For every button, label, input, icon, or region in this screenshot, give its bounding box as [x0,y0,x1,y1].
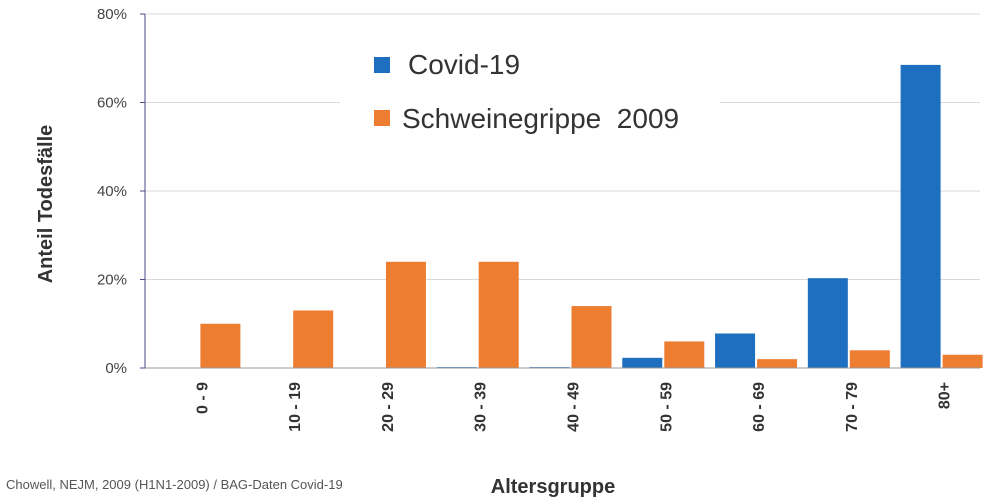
y-tick-label: 40% [97,183,127,200]
bar-schweinegrippe-5 [664,341,705,368]
x-category-label: 70 - 79 [844,382,861,432]
legend-swatch-covid [374,57,390,73]
bar-schweinegrippe-4 [571,306,612,368]
y-tick-label: 80% [97,6,127,23]
bar-schweinegrippe-7 [849,350,890,368]
bar-schweinegrippe-2 [385,261,426,368]
source-note: Chowell, NEJM, 2009 (H1N1-2009) / BAG-Da… [6,477,343,492]
bar-covid-8 [900,64,941,368]
y-axis-title: Anteil Todesfälle [35,125,57,284]
bar-schweinegrippe-1 [293,310,334,368]
legend-swatch-schweinegrippe [374,110,390,126]
legend-background [340,40,720,150]
bar-covid-5 [622,357,663,368]
x-category-label: 30 - 39 [473,382,490,432]
legend-label-schweinegrippe: Schweinegrippe 2009 [402,103,679,134]
bars [200,64,983,368]
bar-schweinegrippe-3 [478,261,519,368]
x-category-labels: 0 - 9 10 - 19 20 - 29 30 - 39 40 - 49 50 - 59… [194,382,953,432]
bar-covid-7 [807,278,848,368]
x-category-label: 40 - 49 [566,382,583,432]
x-axis-title: Altersgruppe [491,476,615,498]
legend-label-covid: Covid-19 [408,49,520,80]
x-category-label: 0 - 9 [194,382,211,414]
y-tick-label: 60% [97,95,127,112]
bar-covid-6 [715,333,756,368]
x-category-label: 60 - 69 [751,382,768,432]
y-tick-labels: 0% 20% 40% 60% 80% [97,6,145,377]
bar-schweinegrippe-0 [200,323,241,368]
bar-schweinegrippe-8 [942,354,983,368]
x-category-label: 20 - 29 [380,382,397,432]
x-category-label: 50 - 59 [658,382,675,432]
y-tick-label: 0% [105,360,127,377]
y-tick-label: 20% [97,272,127,289]
x-category-label: 10 - 19 [287,382,304,432]
bar-schweinegrippe-6 [757,359,798,368]
x-category-label: 80+ [937,382,954,409]
